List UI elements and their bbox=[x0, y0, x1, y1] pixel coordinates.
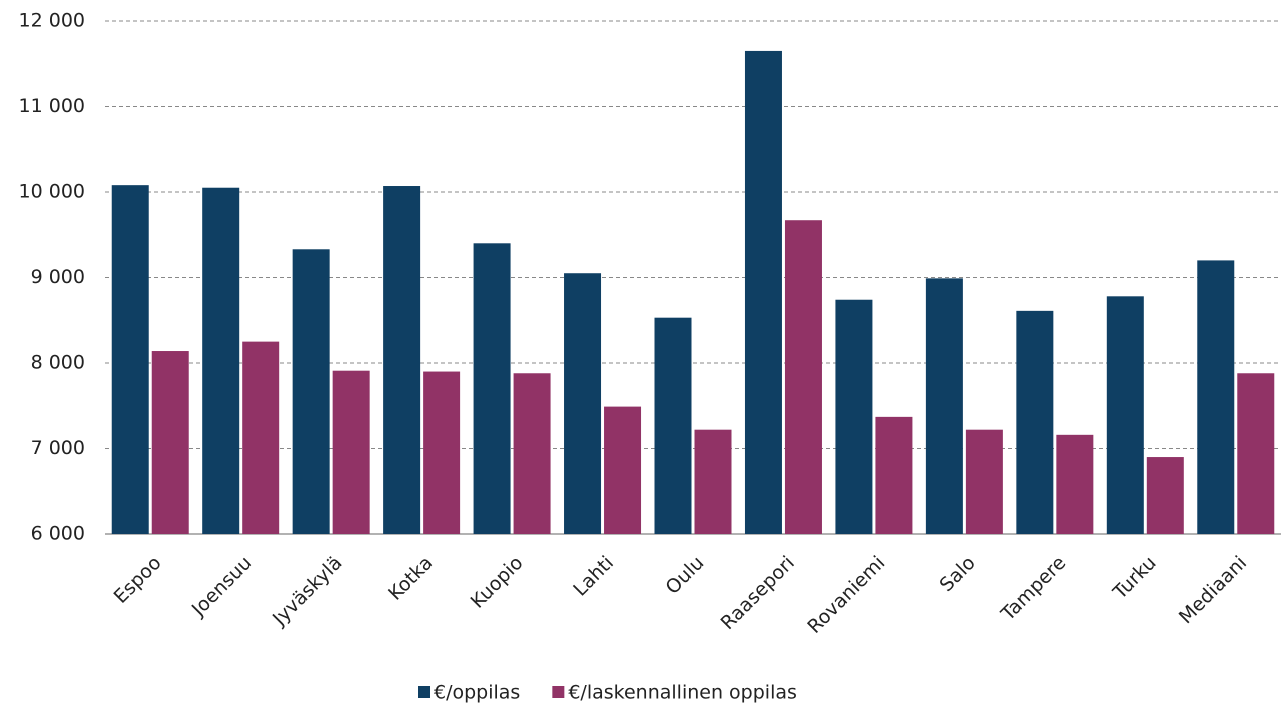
x-tick-label: Oulu bbox=[662, 552, 709, 599]
y-tick-label: 8 000 bbox=[31, 352, 85, 374]
bar bbox=[835, 299, 873, 534]
x-tick-label: Turku bbox=[1108, 552, 1160, 604]
legend-swatch bbox=[552, 686, 565, 698]
x-tick-label: Salo bbox=[936, 552, 980, 596]
bar bbox=[965, 429, 1003, 534]
x-tick-label: Kotka bbox=[384, 552, 437, 605]
x-tick-label: Raasepori bbox=[717, 552, 799, 634]
y-tick-label: 12 000 bbox=[19, 10, 85, 32]
x-tick-label: Lahti bbox=[569, 552, 618, 601]
bar bbox=[383, 186, 421, 534]
y-tick-label: 6 000 bbox=[31, 523, 85, 545]
bar bbox=[784, 220, 822, 534]
bar bbox=[564, 273, 602, 534]
y-tick-label: 11 000 bbox=[19, 95, 85, 117]
x-tick-label: Kuopio bbox=[467, 552, 528, 613]
y-tick-label: 10 000 bbox=[19, 181, 85, 203]
bar bbox=[1016, 310, 1054, 534]
bar bbox=[1106, 296, 1144, 534]
x-tick-label: Mediaani bbox=[1175, 552, 1251, 628]
legend-label: €/oppilas bbox=[434, 682, 520, 704]
bar bbox=[925, 278, 963, 534]
x-tick-label: Espoo bbox=[110, 552, 166, 608]
y-tick-label: 7 000 bbox=[31, 437, 85, 459]
bar bbox=[1197, 260, 1235, 534]
x-tick-label: Jyväskylä bbox=[268, 552, 347, 631]
y-tick-label: 9 000 bbox=[31, 266, 85, 288]
legend-swatch bbox=[418, 686, 430, 698]
bar bbox=[1056, 434, 1094, 534]
bar bbox=[694, 429, 732, 534]
x-tick-label: Tampere bbox=[996, 552, 1070, 626]
bar bbox=[423, 371, 461, 534]
bar bbox=[604, 406, 642, 534]
bar bbox=[654, 317, 692, 534]
legend-label: €/laskennallinen oppilas bbox=[568, 682, 797, 704]
bar bbox=[473, 243, 511, 535]
bar bbox=[1146, 457, 1184, 534]
bar bbox=[875, 416, 913, 534]
bar bbox=[202, 187, 240, 534]
x-tick-label: Rovaniemi bbox=[803, 552, 889, 638]
bar bbox=[1237, 373, 1275, 534]
bar bbox=[242, 341, 280, 534]
bar bbox=[513, 373, 551, 534]
bar bbox=[292, 249, 330, 534]
bar bbox=[744, 50, 782, 535]
bar bbox=[332, 370, 370, 534]
x-tick-label: Joensuu bbox=[187, 552, 256, 621]
bar bbox=[151, 351, 189, 534]
bar bbox=[111, 185, 149, 534]
